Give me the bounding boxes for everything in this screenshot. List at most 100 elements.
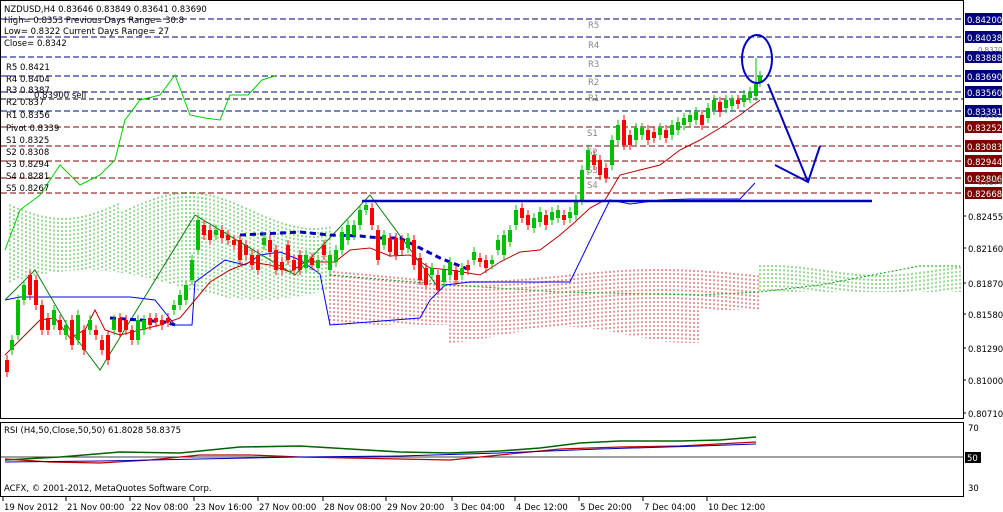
candle [124, 320, 128, 330]
pivot-label: S3 0.8294 [6, 160, 49, 170]
time-axis: 19 Nov 2012 21 Nov 00:00 22 Nov 08:00 23 No… [2, 497, 765, 512]
candle [190, 260, 194, 280]
candle [148, 318, 152, 325]
rsi-signal-blue [4, 443, 757, 463]
candle [214, 230, 218, 235]
rsi-scale-30: 30 [968, 484, 979, 494]
candle [652, 132, 656, 138]
candle [580, 170, 584, 200]
candle [358, 210, 362, 225]
candle [64, 325, 68, 335]
candle [262, 238, 266, 245]
candle [610, 140, 614, 165]
candle [208, 230, 212, 240]
candle [508, 230, 512, 242]
pivot-label-right: R2 [588, 78, 599, 88]
candle [448, 262, 452, 275]
pivot-label: R5 0.8421 [6, 63, 50, 73]
time-tick: 27 Nov 00:00 [259, 503, 316, 512]
price-tick: 0.80710 [968, 410, 1003, 420]
candle [712, 100, 716, 110]
candle [316, 260, 320, 268]
candle [106, 335, 110, 360]
rsi-scale-50-bg [965, 452, 981, 463]
candle [196, 220, 200, 250]
candle [232, 240, 236, 245]
pivot-label: R4 0.8404 [6, 75, 50, 85]
pivot-lines [1, 18, 963, 194]
candle [130, 330, 134, 340]
candle [742, 95, 746, 102]
price-level-faint: 0.82740 [978, 179, 1003, 187]
annotation-ellipse[interactable] [741, 34, 773, 84]
candle [184, 285, 188, 300]
candle [202, 225, 206, 235]
candle [758, 76, 762, 82]
candle [412, 240, 416, 265]
candle [700, 115, 704, 125]
pivot-label-right: S2 [587, 148, 598, 158]
time-tick: 22 Nov 08:00 [131, 503, 188, 512]
main-chart-pane[interactable] [0, 0, 964, 419]
candle [310, 258, 314, 265]
candle [568, 212, 572, 218]
annotation-arrow-shaft[interactable] [767, 83, 809, 183]
price-level-value: 0.83083 [967, 143, 1002, 153]
time-tick: 29 Nov 20:00 [387, 503, 444, 512]
pivot-label: Pivot 0.8339 [6, 124, 59, 134]
candle [526, 215, 530, 225]
candle [34, 280, 38, 305]
candle [646, 130, 650, 140]
candle [52, 310, 56, 325]
candle [706, 108, 710, 118]
candle [280, 262, 284, 270]
tenkan-sen [4, 99, 761, 356]
candle [718, 102, 722, 112]
price-level-tag [965, 187, 1002, 199]
candle [70, 320, 74, 345]
candle [592, 155, 596, 165]
rsi-label: RSI (H4,50,Close,50,50) 61.8028 58.8375 [4, 426, 181, 436]
price-level-tag [965, 155, 1002, 167]
candle [454, 270, 458, 280]
price-tick: 0.82455 [968, 213, 1003, 223]
candle [328, 255, 332, 270]
candle [754, 84, 758, 96]
candle [640, 128, 644, 135]
pivot-label-right: R1 [588, 94, 599, 104]
price-level-value: 0.84038 [967, 34, 1002, 44]
candle [28, 275, 32, 295]
candle [172, 305, 176, 310]
candle [544, 215, 548, 225]
candle [304, 255, 308, 268]
candle [400, 240, 404, 250]
price-axis: 0.84200 0.84038 0.83888 0.83690 0.83560 0.833… [963, 13, 1003, 420]
candle [298, 255, 302, 270]
pivot-label-right: S3 [587, 166, 598, 176]
candle [694, 112, 698, 120]
high-line: High= 0.8353 Previous Days Range= 30.8 [4, 16, 184, 26]
candle [22, 285, 26, 300]
price-level-tag [965, 13, 1002, 25]
close-line: Close= 0.8342 [4, 39, 67, 49]
candle [88, 320, 92, 330]
price-tick: 0.81870 [968, 280, 1003, 290]
candle [748, 92, 752, 98]
price-level-tag [965, 140, 1002, 152]
candle [370, 208, 374, 225]
price-level-tag [965, 86, 1002, 98]
candle [472, 252, 476, 260]
candle [16, 300, 20, 335]
candle [538, 212, 542, 222]
pivot-label: S2 0.8308 [6, 148, 49, 158]
candle [466, 265, 470, 270]
candle [250, 255, 254, 265]
price-level-tag [965, 105, 1002, 117]
candle [136, 320, 140, 340]
candle [388, 238, 392, 252]
time-tick: 3 Dec 04:00 [453, 503, 505, 512]
price-level-value: 0.83560 [967, 89, 1002, 99]
candle [682, 118, 686, 125]
candle [562, 215, 566, 220]
